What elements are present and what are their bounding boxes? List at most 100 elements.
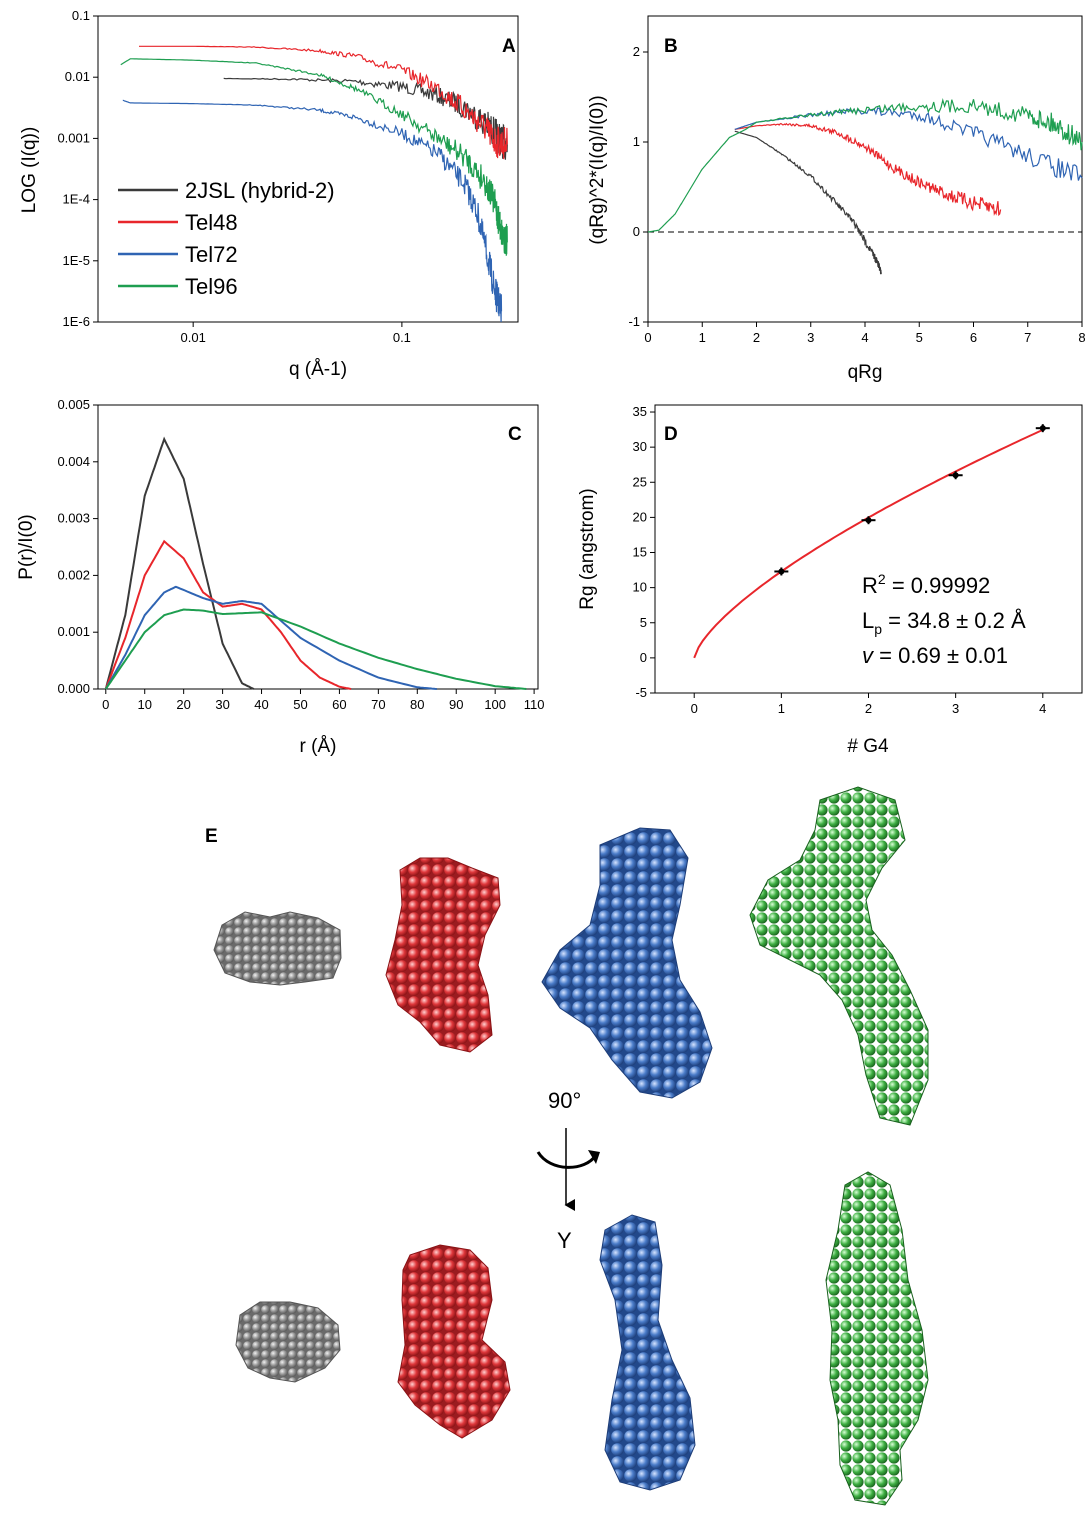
y-tick-label: 0.002 xyxy=(57,567,90,582)
x-axis-label: # G4 xyxy=(847,736,889,757)
panel-d: 0 1 2 3 4 -5 0 5 10 15 20 25 30 35 D # G4 Rg (angstrom) xyxy=(577,404,1083,757)
x-tick-label: 0.1 xyxy=(393,330,411,345)
bead-model-tel72-front xyxy=(541,827,713,1099)
x-tick-label: 4 xyxy=(861,330,868,345)
panel-c: 0 10 20 30 40 50 60 70 80 90 100 110 0.000 0.001 0.002… xyxy=(16,397,544,757)
y-axis-label: Rg (angstrom) xyxy=(577,488,598,609)
legend: 2JSL (hybrid-2) Tel48 Tel72 Tel96 xyxy=(118,178,335,299)
x-tick-label: 10 xyxy=(137,697,151,712)
y-tick-label: 35 xyxy=(633,404,647,419)
x-tick-label: 100 xyxy=(484,697,506,712)
y-tick-label: 0 xyxy=(640,650,647,665)
x-tick-label: 40 xyxy=(254,697,268,712)
data-point xyxy=(861,516,876,525)
panel-label-c: C xyxy=(508,424,522,445)
y-tick-label: 20 xyxy=(633,509,647,524)
x-tick-label: 8 xyxy=(1078,330,1085,345)
panel-label-a: A xyxy=(502,36,516,57)
bead-model-tel96-side xyxy=(825,1171,929,1506)
y-tick-label: 0.01 xyxy=(65,69,90,84)
x-tick-label: 7 xyxy=(1024,330,1031,345)
y-tick-label: 1E-6 xyxy=(63,314,90,329)
x-axis-label: qRg xyxy=(848,362,883,383)
legend-label-tel96: Tel96 xyxy=(185,274,238,299)
series-line-tel72 xyxy=(122,99,503,323)
y-tick-label: -1 xyxy=(628,314,640,329)
plot-frame xyxy=(97,404,539,690)
y-tick-label: 25 xyxy=(633,474,647,489)
y-tick-label: 1E-5 xyxy=(63,253,90,268)
x-tick-label: 1 xyxy=(778,701,785,716)
bead-model-tel96-front xyxy=(749,786,929,1126)
x-tick-label: 20 xyxy=(176,697,190,712)
legend-label-tel48: Tel48 xyxy=(185,210,238,235)
y-axis-label: LOG (I(q)) xyxy=(19,127,40,214)
bead-model-2jsl-side xyxy=(235,1301,341,1383)
x-tick-label: 60 xyxy=(332,697,346,712)
y-tick-label: -5 xyxy=(635,685,647,700)
y-tick-label: 15 xyxy=(633,545,647,560)
y-tick-label: 10 xyxy=(633,580,647,595)
panel-label-d: D xyxy=(664,424,678,445)
rotation-axis-label: Y xyxy=(557,1228,572,1253)
rotation-angle: 90° xyxy=(548,1088,581,1113)
x-tick-label: 80 xyxy=(410,697,424,712)
x-tick-label: 110 xyxy=(524,697,545,712)
r2-annotation: R2 = 0.99992 xyxy=(862,571,990,598)
x-tick-label: 0 xyxy=(102,697,109,712)
series-line-2jsl-hybrid-2 xyxy=(734,130,882,275)
y-tick-label: 0.005 xyxy=(57,397,90,412)
y-tick-label: 0.000 xyxy=(57,681,90,696)
x-tick-label: 6 xyxy=(970,330,977,345)
bead-model-2jsl-front xyxy=(213,911,342,986)
x-tick-label: 2 xyxy=(865,701,872,716)
series-line-2jsl-hybrid-2 xyxy=(223,77,508,160)
lp-annotation: Lp = 34.8 ± 0.2 Å xyxy=(862,608,1026,637)
panel-label-e: E xyxy=(205,826,218,847)
rotation-arrowhead-icon xyxy=(588,1150,600,1164)
x-axis-label: q (Å-1) xyxy=(289,359,347,380)
bead-model-tel48-side xyxy=(397,1244,511,1439)
series-line-tel48 xyxy=(104,539,352,690)
y-tick-label: 0 xyxy=(633,224,640,239)
legend-label-tel72: Tel72 xyxy=(185,242,238,267)
y-tick-label: 0.001 xyxy=(57,130,90,145)
series-line-tel96 xyxy=(647,98,1083,233)
rotation-curl-icon xyxy=(536,1151,598,1169)
x-tick-label: 50 xyxy=(293,697,307,712)
x-axis-label: r (Å) xyxy=(300,736,337,757)
x-tick-label: 5 xyxy=(916,330,923,345)
x-tick-label: 0 xyxy=(691,701,698,716)
panel-label-b: B xyxy=(664,36,678,57)
y-tick-label: 0.003 xyxy=(57,511,90,526)
x-tick-label: 2 xyxy=(753,330,760,345)
x-tick-label: 90 xyxy=(449,697,463,712)
y-tick-label: 1 xyxy=(633,134,640,149)
y-tick-label: 1E-4 xyxy=(63,192,90,207)
bead-models-bottom-row xyxy=(235,1171,929,1506)
x-tick-label: 4 xyxy=(1039,701,1046,716)
x-tick-label: 0 xyxy=(644,330,651,345)
data-point xyxy=(1035,424,1050,433)
panel-a: 0.01 0.1 0.1 0.01 0.001 1E-4 1E-5 1E-6 Aq (Å-1) L… xyxy=(19,8,519,380)
series-line-tel72 xyxy=(104,585,437,690)
y-tick-label: 0.001 xyxy=(57,624,90,639)
y-axis-label: (qRg)^2*(I(q)/I(0)) xyxy=(587,95,608,244)
data-point xyxy=(774,567,789,576)
y-tick-label: 0.004 xyxy=(57,454,90,469)
x-tick-label: 70 xyxy=(371,697,385,712)
x-tick-label: 3 xyxy=(807,330,814,345)
nu-annotation: v = 0.69 ± 0.01 xyxy=(862,643,1008,668)
plot-frame xyxy=(647,15,1083,323)
series-line-2jsl-hybrid-2 xyxy=(104,436,255,690)
bead-model-tel48-front xyxy=(385,857,501,1053)
bead-models-top-row xyxy=(213,786,929,1126)
x-tick-label: 30 xyxy=(215,697,229,712)
y-tick-label: 0.1 xyxy=(72,8,90,23)
series-line-tel48 xyxy=(139,45,508,160)
bead-model-tel72-side xyxy=(599,1214,696,1491)
series-line-tel96 xyxy=(120,58,508,256)
